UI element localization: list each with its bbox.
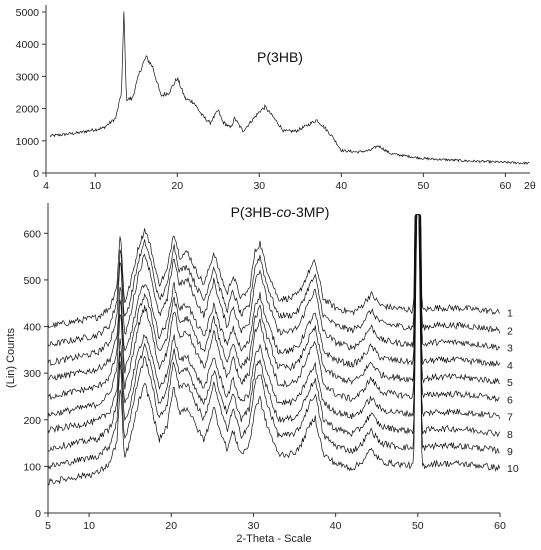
top-y-ticks: 0 1000 2000 3000 4000 5000 — [16, 7, 46, 180]
bottom-y-tick-label: 300 — [23, 368, 41, 380]
bottom-y-tick-label: 500 — [23, 275, 41, 287]
bottom-x-tick-label: 5 — [45, 520, 51, 532]
bottom-y-axis-label: (Lin) Counts — [5, 328, 17, 388]
bottom-series-labels: 1 2 3 4 5 6 7 8 9 10 — [507, 308, 519, 476]
series-label: 3 — [507, 343, 513, 355]
top-x-tick-label: 10 — [89, 180, 101, 192]
bottom-series-line — [47, 214, 501, 452]
series-label: 9 — [507, 446, 513, 458]
bottom-y-ticks: 0 100 200 300 400 500 600 — [23, 228, 48, 520]
series-label: 5 — [507, 377, 513, 389]
bottom-y-tick-label: 100 — [23, 461, 41, 473]
top-x-axis-label: 2θ — [524, 180, 536, 192]
series-label: 10 — [507, 463, 519, 475]
top-x-tick-label: 60 — [500, 180, 512, 192]
bottom-series-line — [47, 214, 500, 418]
top-chart-panel: P(3HB) 4 10 20 30 40 50 60 0 1000 2000 3000 4000 50… — [16, 5, 536, 192]
bottom-series-line — [47, 214, 501, 347]
bottom-y-tick-label: 0 — [35, 508, 41, 520]
top-y-tick-label: 3000 — [16, 71, 40, 83]
top-x-tick-label: 40 — [335, 180, 347, 192]
bottom-series-line — [47, 214, 500, 401]
top-y-tick-label: 4000 — [16, 39, 40, 51]
bottom-x-tick-label: 20 — [165, 520, 177, 532]
top-x-tick-label: 4 — [43, 180, 49, 192]
top-y-tick-label: 1000 — [16, 136, 40, 148]
top-x-tick-label: 30 — [253, 180, 265, 192]
bottom-x-ticks: 5 10 20 30 40 50 60 — [45, 513, 506, 532]
top-y-tick-label: 2000 — [16, 104, 40, 116]
bottom-x-tick-label: 30 — [248, 520, 260, 532]
bottom-y-tick-label: 400 — [23, 322, 41, 334]
top-series-line — [49, 11, 530, 165]
bottom-series-line — [47, 214, 500, 328]
bottom-series-line — [47, 214, 501, 434]
top-chart-title: P(3HB) — [257, 49, 303, 65]
bottom-chart-title: P(3HB-co-3MP) — [231, 204, 330, 220]
series-label: 6 — [507, 394, 513, 406]
bottom-series-line — [47, 214, 501, 486]
top-x-tick-label: 20 — [171, 180, 183, 192]
series-label: 1 — [507, 308, 513, 320]
bottom-x-axis-label: 2-Theta - Scale — [236, 533, 311, 545]
bottom-chart-panel: P(3HB-co-3MP) 5 10 20 30 40 50 60 010020030040… — [5, 203, 519, 545]
bottom-x-tick-label: 60 — [494, 520, 506, 532]
bottom-y-tick-label: 600 — [23, 228, 41, 240]
bottom-x-tick-label: 40 — [330, 520, 342, 532]
top-x-ticks: 4 10 20 30 40 50 60 — [43, 173, 511, 192]
bottom-series-line — [47, 214, 500, 470]
bottom-series-line — [47, 214, 500, 366]
series-label: 7 — [507, 412, 513, 424]
bottom-y-tick-label: 200 — [23, 415, 41, 427]
top-y-tick-label: 0 — [33, 168, 39, 180]
top-y-tick-label: 5000 — [16, 7, 40, 19]
top-x-tick-label: 50 — [418, 180, 430, 192]
bottom-series-group — [47, 214, 501, 486]
bottom-x-tick-label: 50 — [412, 520, 424, 532]
series-label: 4 — [507, 360, 513, 372]
bottom-series-line — [47, 214, 501, 381]
series-label: 2 — [507, 325, 513, 337]
series-label: 8 — [507, 429, 513, 441]
bottom-x-tick-label: 10 — [83, 520, 95, 532]
